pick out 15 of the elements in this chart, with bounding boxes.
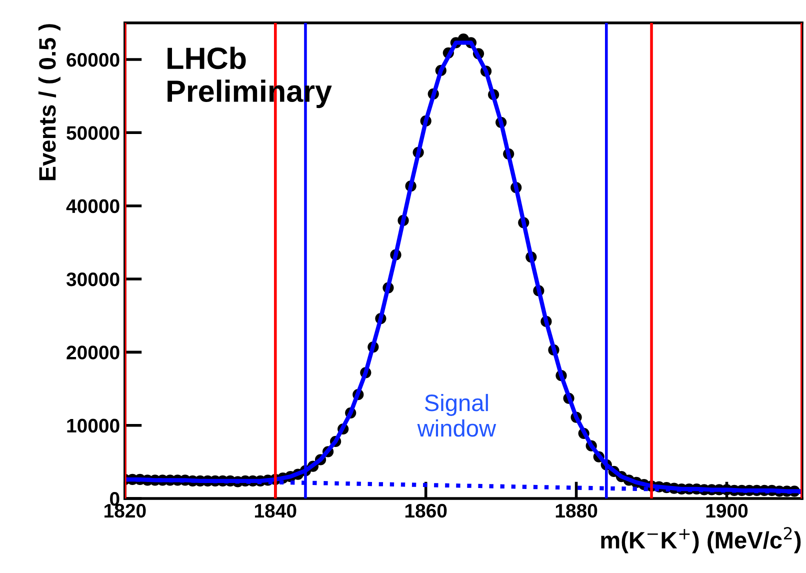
x-tick-label: 1860 bbox=[405, 504, 447, 518]
x-tick-label: 1900 bbox=[706, 504, 748, 518]
y-tick-label: 50000 bbox=[66, 126, 120, 140]
annotation: Signal window bbox=[417, 394, 496, 437]
x-tick-label: 1820 bbox=[104, 504, 146, 518]
x-tick-label: 1880 bbox=[556, 504, 598, 518]
y-tick-label: 30000 bbox=[66, 272, 120, 286]
y-tick-label: 0 bbox=[110, 492, 120, 506]
x-axis-title: m(K$^{−}$K$^{+}$) (MeV/c$^{2}$) bbox=[601, 527, 801, 554]
y-tick-label: 40000 bbox=[66, 199, 120, 214]
x-tick-label: 1840 bbox=[254, 504, 296, 518]
y-axis-title: Events / ( 0.5 ) bbox=[38, 24, 60, 180]
y-tick-label: 20000 bbox=[66, 346, 120, 360]
y-tick-label: 10000 bbox=[67, 418, 120, 433]
y-tick-label: 60000 bbox=[66, 52, 120, 67]
